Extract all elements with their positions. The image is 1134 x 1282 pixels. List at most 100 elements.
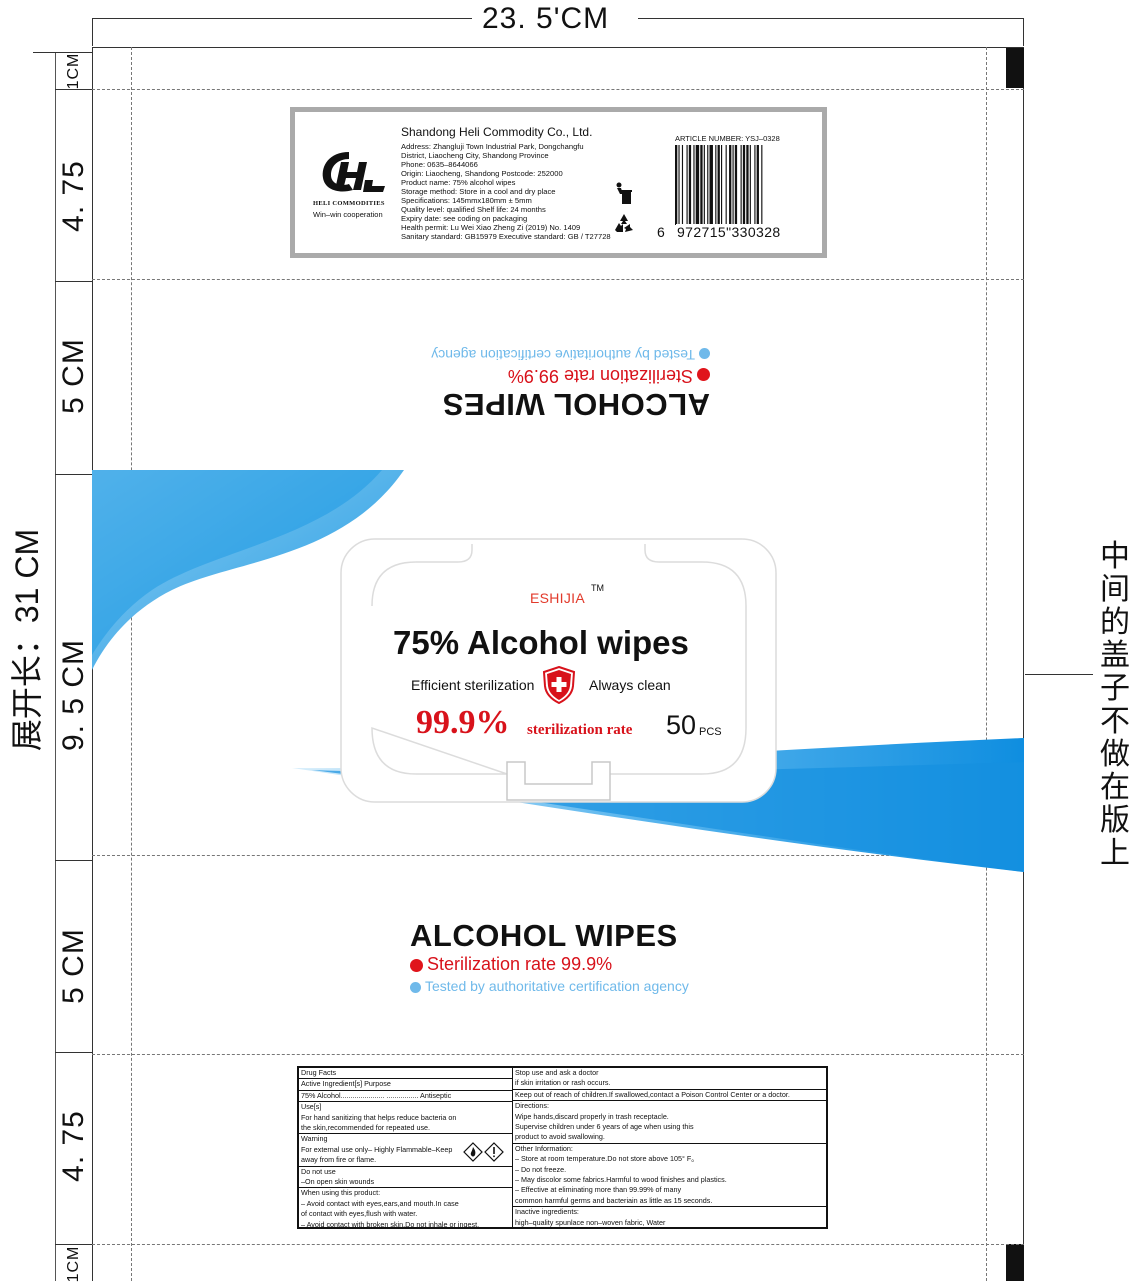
segment-label: 1CM (65, 1245, 82, 1282)
facts-row: – Store at room temperature.Do not store… (515, 1154, 699, 1164)
width-dimension-line-right (638, 18, 1024, 19)
info-line: Sanitary standard: GB15979 Executive sta… (401, 232, 611, 241)
facts-row: the skin,recommended for repeated use. (299, 1123, 512, 1135)
info-panel: HELI COMMODITIES Win–win cooperation Sha… (290, 107, 827, 258)
blue-dot-icon (410, 981, 421, 993)
facts-row: –On open skin wounds (299, 1177, 512, 1189)
left-claim: Efficient sterilization (411, 677, 535, 693)
facts-row: Supervise children under 6 years of age … (515, 1122, 694, 1132)
facts-row: – Avoid contact with broken skin.Do not … (301, 1219, 480, 1229)
facts-row: Active Ingredient[s] Purpose (299, 1079, 512, 1091)
facts-row: 75% Alcohol...................... ......… (299, 1091, 512, 1103)
segment-ruler (55, 52, 56, 1281)
facts-row: Other Information: (515, 1143, 573, 1153)
facts-row: – May discolor some fabrics.Harmful to w… (515, 1175, 727, 1185)
artwork-right-edge (1023, 47, 1024, 1281)
facts-row: Drug Facts (299, 1068, 512, 1080)
red-dot-icon (697, 368, 710, 382)
trash-disposal-icon (616, 182, 632, 204)
brand-name: HELI COMMODITIES (313, 200, 385, 207)
facts-row: Keep out of reach of children.If swallow… (513, 1090, 826, 1102)
facts-row: Do not use (301, 1166, 336, 1176)
info-line: Quality level: qualified Shelf life: 24 … (401, 205, 546, 214)
info-line: Storage method: Store in a cool and dry … (401, 187, 556, 196)
lid-label-card: ESHIJIA TM 75% Alcohol wipes Efficient s… (340, 538, 777, 803)
facts-row: if skin irritation or rash occurs. (513, 1078, 826, 1090)
segment-label: 9. 5 CM (57, 638, 90, 752)
product-title: 75% Alcohol wipes (393, 624, 689, 661)
drug-facts-table: Drug Facts Active Ingredient[s] Purpose … (297, 1066, 828, 1229)
info-line: Product name: 75% alcohol wipes (401, 178, 516, 187)
red-dot-icon (410, 958, 423, 972)
facts-row: Inactive ingredients: (515, 1207, 579, 1217)
barcode-lead-digit: 6 (657, 224, 665, 240)
info-line: Specifications: 145mmx180mm ± 5mm (401, 196, 532, 205)
segment-label: 4. 75 (57, 1110, 90, 1182)
info-line: Phone: 0635–8644066 (401, 160, 478, 169)
recycle-icon (615, 214, 633, 232)
fold-line (92, 279, 1024, 280)
segment-label: 1CM (65, 52, 82, 90)
lower-title: ALCOHOL WIPES (410, 918, 678, 953)
info-line: Origin: Liaocheng, Shandong Postcode: 25… (401, 169, 563, 178)
facts-row: Use[s] (301, 1102, 322, 1112)
facts-row: For hand sanitizing that helps reduce ba… (301, 1112, 457, 1122)
flipped-line1: Sterilization rate 99.9% (507, 366, 693, 386)
info-line: Health permit: Lu Wei Xiao Zheng Zi (201… (401, 223, 581, 232)
fold-line (92, 1244, 1024, 1245)
fold-line (92, 1054, 1024, 1055)
seal-mark-bottom (1006, 1244, 1024, 1281)
trademark: TM (591, 583, 604, 593)
facts-row: Warning (301, 1134, 328, 1144)
artwork-top-edge (92, 47, 1024, 48)
pack-count-unit: PCS (699, 726, 722, 738)
facts-row: high–quality spunlace non–woven fabric, … (515, 1217, 666, 1227)
facts-row: of contact with eyes,flush with water. (301, 1209, 418, 1219)
facts-row-text: For external use only– Highly Flammable–… (301, 1144, 453, 1154)
seal-mark-top (1006, 48, 1024, 88)
facts-row: – Effective at eliminating more than 99.… (515, 1185, 682, 1195)
ruler-tick (55, 89, 93, 90)
bleed-line-left (131, 47, 132, 1281)
facts-left-column: Drug Facts Active Ingredient[s] Purpose … (299, 1068, 513, 1229)
flipped-title: ALCOHOL WIPES (442, 387, 710, 422)
segment-label: 4. 75 (57, 160, 90, 232)
facts-row: Wipe hands,discard properly in trash rec… (515, 1111, 669, 1121)
facts-row: product to avoid swallowing. (513, 1132, 826, 1144)
width-tick-left (92, 18, 93, 46)
total-length-label: 展开长：31 CM (9, 528, 45, 752)
brand-slogan: Win–win cooperation (313, 210, 383, 219)
pack-count: 50 (666, 710, 697, 740)
info-lines: Address: Zhangluji Town Industrial Park,… (401, 142, 611, 241)
info-line: Expiry date: see coding on packaging (401, 214, 528, 223)
facts-row: – Do not freeze. (515, 1164, 567, 1174)
ruler-tick (55, 281, 93, 282)
bleed-line-right (986, 47, 987, 1281)
note-leader-line (1025, 674, 1093, 675)
lower-line2: Tested by authoritative certification ag… (425, 978, 689, 994)
facts-right-column: Stop use and ask a doctor if skin irrita… (513, 1068, 826, 1227)
note-right: 中间的盖子不做在版上 (1100, 540, 1130, 870)
facts-row: Stop use and ask a doctor (515, 1068, 599, 1077)
blue-dot-icon (699, 348, 710, 360)
article-number: ARTICLE NUMBER: YSJ–0328 (675, 134, 780, 143)
info-line: Address: Zhangluji Town Industrial Park,… (401, 142, 584, 151)
company-name: Shandong Heli Commodity Co., Ltd. (401, 125, 593, 139)
facts-row: away from fire or flame. (299, 1155, 512, 1167)
brand-logo: ESHIJIA (530, 590, 586, 606)
right-claim: Always clean (589, 677, 671, 693)
flipped-panel: ALCOHOL WIPES Sterilization rate 99.9% T… (400, 330, 710, 422)
shield-cross-icon (542, 666, 576, 704)
barcode-digits: 972715"330328 (676, 224, 782, 240)
facts-row: For external use only– Highly Flammable–… (299, 1141, 512, 1162)
fold-line (92, 89, 1024, 90)
lower-line1: Sterilization rate 99.9% (427, 954, 613, 974)
ruler-tick (55, 1052, 93, 1053)
flipped-line2: Tested by authoritative certification ag… (431, 347, 695, 363)
rate-text: sterilization rate (527, 722, 633, 738)
ruler-tick (55, 1244, 93, 1245)
facts-row: When using this product: (301, 1188, 381, 1198)
width-dimension-line-left (92, 18, 472, 19)
facts-row: – Avoid contact with eyes,ears,and mouth… (301, 1198, 459, 1208)
ruler-tick (33, 52, 93, 53)
